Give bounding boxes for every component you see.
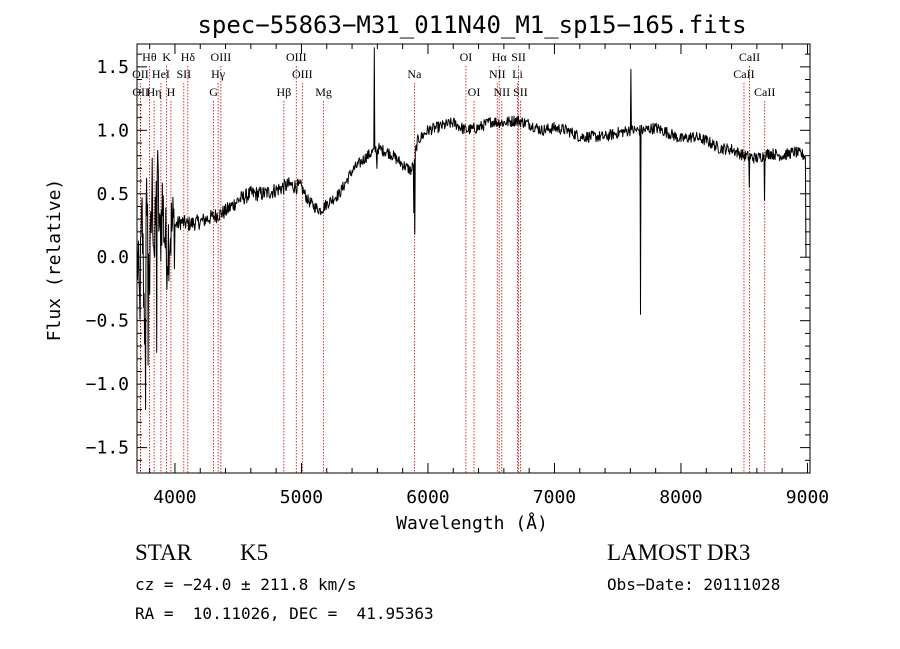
y-axis: −1.5 −1.0 −0.5 0.0 0.5 1.0 1.5 [86, 53, 810, 461]
observation-date: Obs−Date: 20111028 [607, 575, 781, 594]
x-tick-label: 7000 [533, 487, 576, 508]
spectrum-line [136, 47, 807, 410]
line-label: SII [176, 67, 191, 81]
line-label: Li [512, 67, 523, 81]
y-tick-label: −0.5 [86, 311, 129, 332]
line-label: Hη [147, 85, 162, 99]
line-label: Mg [315, 85, 332, 99]
line-label: CaII [754, 85, 775, 99]
object-class: STAR [135, 540, 192, 565]
line-label: H [167, 85, 176, 99]
chart-title: spec−55863−M31_011N40_M1_sp15−165.fits [197, 11, 746, 39]
line-label: HeI [152, 67, 170, 81]
line-label: OIII [286, 50, 307, 64]
y-tick-label: 0.5 [96, 184, 129, 205]
line-label: Hγ [211, 67, 226, 81]
line-label: Na [407, 67, 422, 81]
line-label: OI [468, 85, 481, 99]
object-subclass: K5 [240, 540, 269, 565]
line-label: OII [132, 67, 149, 81]
y-tick-label: −1.0 [86, 374, 129, 395]
redshift-velocity: cz = −24.0 ± 211.8 km/s [135, 575, 357, 594]
x-tick-label: 5000 [280, 487, 323, 508]
line-label: K [162, 50, 171, 64]
sky-coordinates: RA = 10.11026, DEC = 41.95363 [135, 604, 434, 623]
x-tick-label: 4000 [153, 487, 196, 508]
spectral-line-markers [140, 66, 766, 473]
y-tick-label: −1.5 [86, 438, 129, 459]
x-axis-label: Wavelength (Å) [396, 512, 548, 534]
line-label: OI [460, 50, 473, 64]
y-tick-label: 1.0 [96, 120, 129, 141]
x-tick-label: 8000 [659, 487, 702, 508]
y-tick-label: 0.0 [96, 247, 129, 268]
line-label: NII [489, 67, 506, 81]
line-label: CaII [733, 67, 754, 81]
line-label: OIII [292, 67, 313, 81]
line-label: Hδ [181, 50, 196, 64]
y-tick-label: 1.5 [96, 57, 129, 78]
x-tick-label: 9000 [786, 487, 829, 508]
x-axis: 4000 5000 6000 7000 8000 9000 [149, 44, 829, 508]
plot-frame [136, 43, 811, 474]
line-label: OIII [211, 50, 232, 64]
line-label: CaII [739, 50, 760, 64]
line-label: Hα [492, 50, 508, 64]
x-tick-label: 6000 [406, 487, 449, 508]
survey-name: LAMOST DR3 [607, 540, 751, 565]
line-label: Hβ [276, 85, 291, 99]
line-label: Hθ [142, 50, 157, 64]
line-label: NII [494, 85, 511, 99]
line-label: SII [513, 85, 528, 99]
y-axis-label: Flux (relative) [44, 179, 65, 342]
line-label: G [209, 85, 218, 99]
line-label: SII [511, 50, 526, 64]
